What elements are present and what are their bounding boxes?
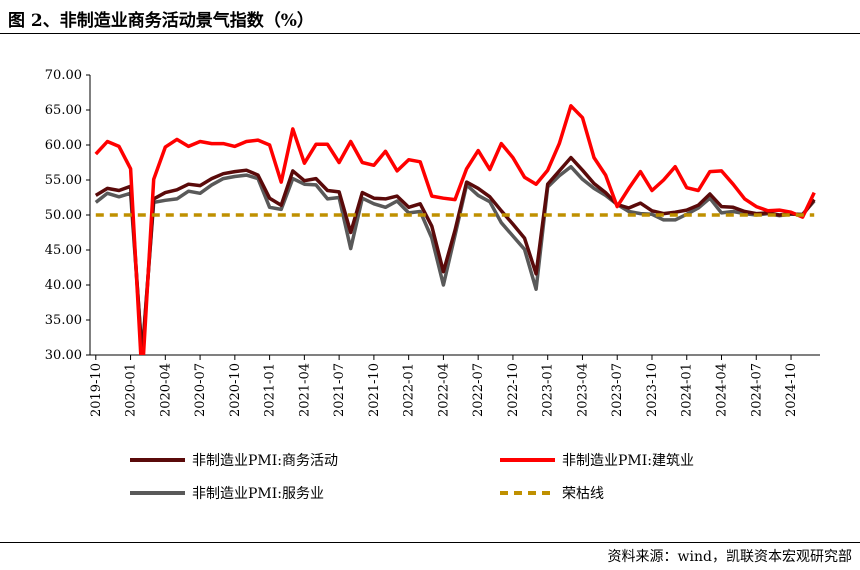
- x-tick-label: 2020-07: [193, 363, 208, 417]
- legend-label: 荣枯线: [562, 486, 604, 502]
- series-line-2: [94, 104, 816, 355]
- top-rule: [0, 33, 860, 34]
- y-tick-label: 30.00: [45, 348, 82, 363]
- x-tick-label: 2021-10: [367, 363, 382, 417]
- x-tick-label: 2023-07: [610, 363, 625, 417]
- y-tick-label: 70.00: [45, 68, 82, 83]
- x-tick-label: 2022-10: [506, 363, 521, 417]
- x-tick-label: 2023-01: [541, 363, 556, 417]
- x-tick-label: 2022-01: [402, 363, 417, 417]
- legend-label: 非制造业PMI:建筑业: [562, 453, 694, 469]
- y-tick-label: 40.00: [45, 278, 82, 293]
- x-tick-label: 2023-04: [575, 363, 590, 417]
- series-lines: [94, 104, 816, 355]
- chart-title: 图 2、非制造业商务活动景气指数（%）: [8, 11, 314, 31]
- axes: 30.00 35.00 40.00 45.00 50.00 55.00 60.00 65.00…: [45, 68, 820, 417]
- legend-label: 非制造业PMI:服务业: [192, 486, 324, 502]
- x-tick-label: 2020-04: [158, 363, 173, 417]
- x-tick-label: 2024-01: [680, 363, 695, 417]
- y-tick-label: 45.00: [45, 243, 82, 258]
- line-chart: 30.00 35.00 40.00 45.00 50.00 55.00 60.00 65.00…: [45, 68, 820, 502]
- x-tick-label: 2023-10: [645, 363, 660, 417]
- x-tick-label: 2021-07: [332, 363, 347, 417]
- source-note: 资料来源：wind，凯联资本宏观研究部: [607, 549, 852, 565]
- x-tick-label: 2020-01: [124, 363, 139, 417]
- x-tick-label: 2019-10: [89, 363, 104, 417]
- bottom-rule: [0, 542, 860, 543]
- x-tick-label: 2022-07: [471, 363, 486, 417]
- x-tick-label: 2024-07: [749, 363, 764, 417]
- x-tick-label: 2021-04: [297, 363, 312, 417]
- y-tick-label: 55.00: [45, 173, 82, 188]
- x-tick-label: 2022-04: [436, 363, 451, 417]
- y-tick-label: 60.00: [45, 138, 82, 153]
- legend-label: 非制造业PMI:商务活动: [192, 453, 338, 469]
- series-line-1: [94, 155, 816, 355]
- y-tick-label: 50.00: [45, 208, 82, 223]
- y-tick-label: 35.00: [45, 313, 82, 328]
- x-tick-label: 2021-01: [263, 363, 278, 417]
- x-tick-label: 2024-10: [784, 363, 799, 417]
- y-tick-label: 65.00: [45, 103, 82, 118]
- x-tick-label: 2020-10: [228, 363, 243, 417]
- x-tick-label: 2024-04: [715, 363, 730, 417]
